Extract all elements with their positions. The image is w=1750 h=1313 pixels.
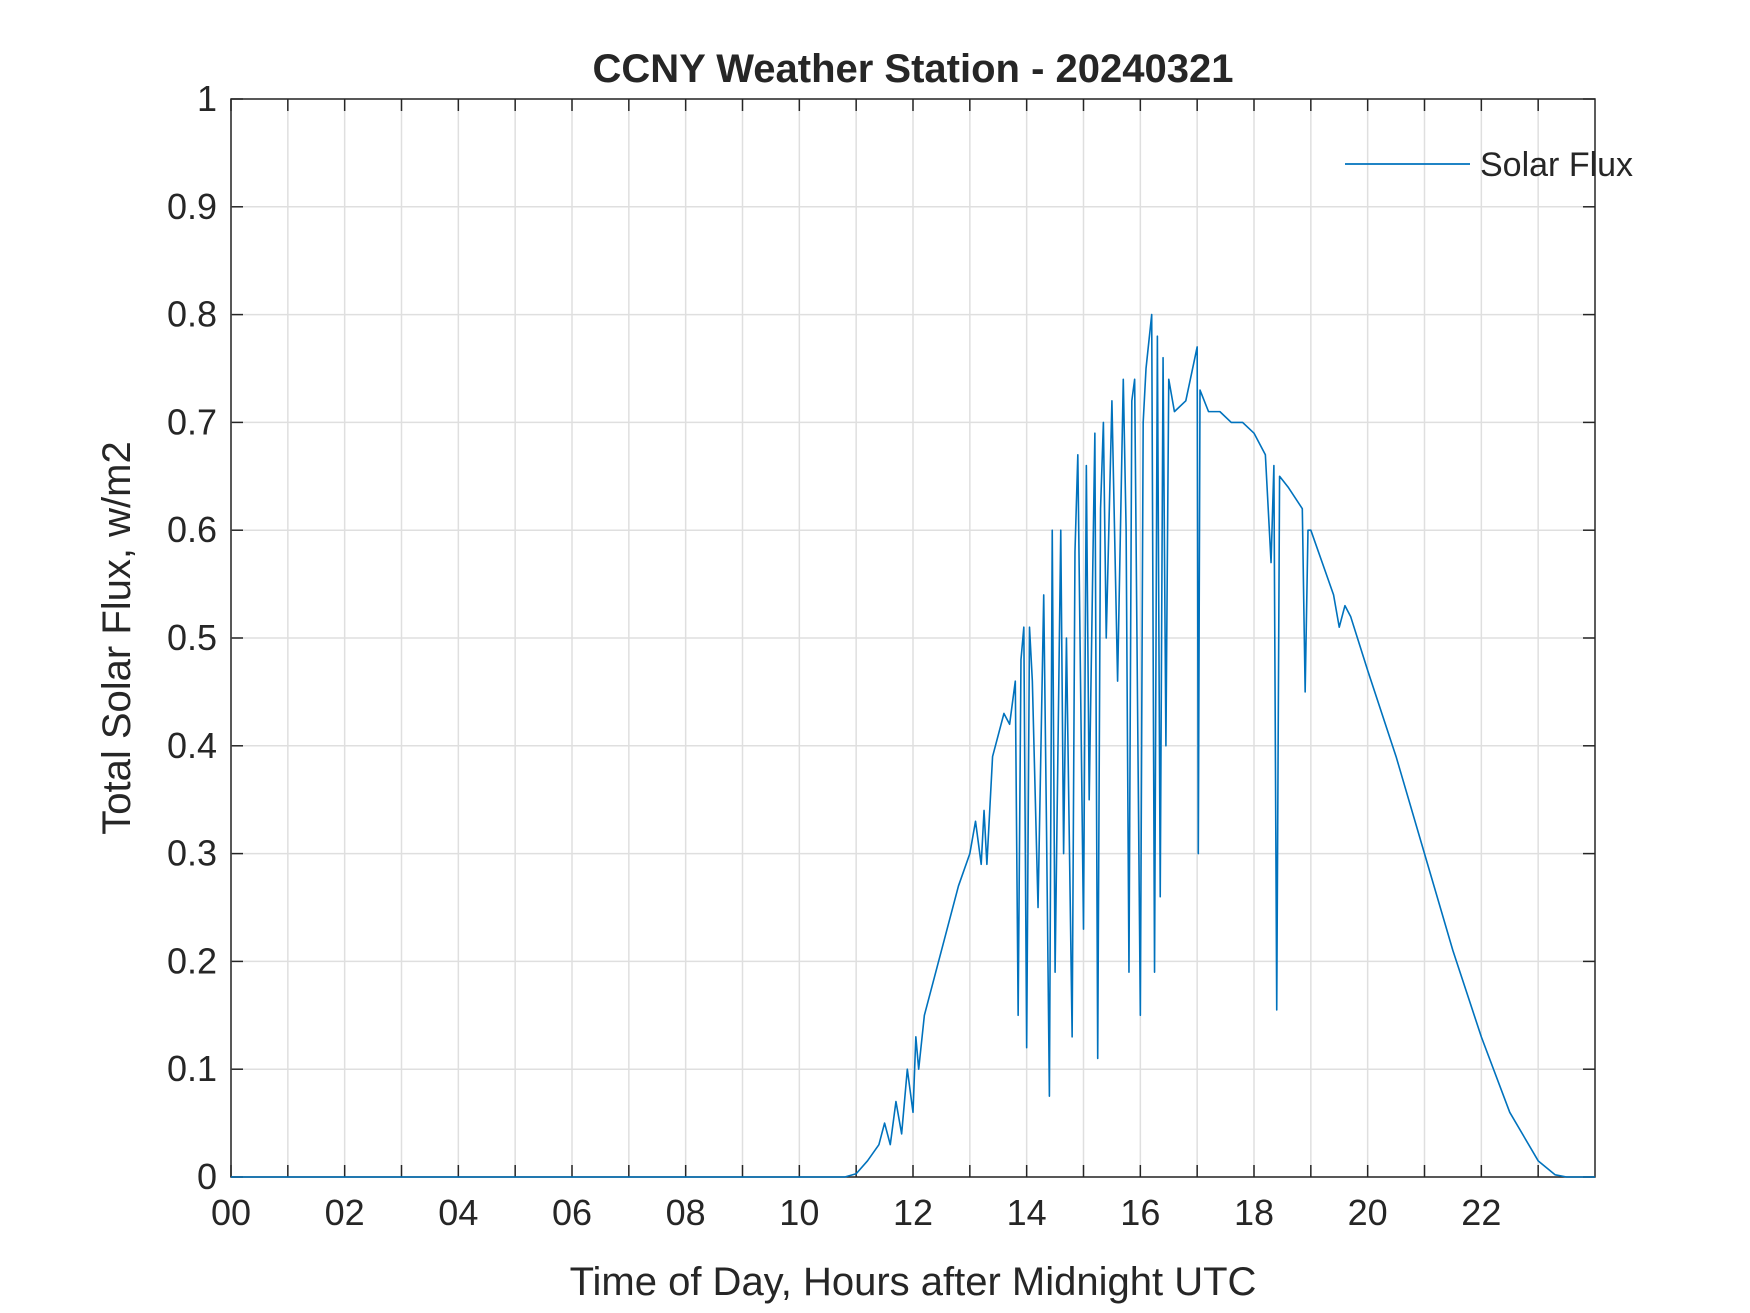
- y-tick-label: 0: [197, 1156, 217, 1197]
- y-tick-label: 0.4: [167, 725, 217, 766]
- x-tick-label: 06: [552, 1192, 592, 1233]
- y-tick-label: 1: [197, 78, 217, 119]
- x-tick-label: 04: [438, 1192, 478, 1233]
- y-tick-label: 0.5: [167, 617, 217, 658]
- y-tick-label: 0.6: [167, 509, 217, 550]
- chart-title: CCNY Weather Station - 20240321: [593, 47, 1234, 91]
- data-line: [231, 313, 1595, 1178]
- x-tick-label: 22: [1461, 1192, 1501, 1233]
- y-tick-label: 0.9: [167, 186, 217, 227]
- y-axis-label: Total Solar Flux, w/m2: [95, 441, 139, 834]
- x-tick-label: 10: [779, 1192, 819, 1233]
- y-tick-label: 0.3: [167, 833, 217, 874]
- x-tick-label: 16: [1120, 1192, 1160, 1233]
- x-tick-label: 20: [1348, 1192, 1388, 1233]
- x-tick-label: 00: [211, 1192, 251, 1233]
- x-tick-label: 18: [1234, 1192, 1274, 1233]
- x-tick-label: 12: [893, 1192, 933, 1233]
- y-tick-label: 0.8: [167, 294, 217, 335]
- x-tick-label: 02: [325, 1192, 365, 1233]
- legend-label: Solar Flux: [1480, 146, 1633, 184]
- x-tick-label: 14: [1007, 1192, 1047, 1233]
- y-tick-label: 0.1: [167, 1048, 217, 1089]
- x-axis-label: Time of Day, Hours after Midnight UTC: [570, 1260, 1257, 1304]
- y-tick-label: 0.2: [167, 940, 217, 981]
- x-tick-label: 08: [666, 1192, 706, 1233]
- y-tick-label: 0.7: [167, 401, 217, 442]
- plot-frame: [230, 98, 1596, 1178]
